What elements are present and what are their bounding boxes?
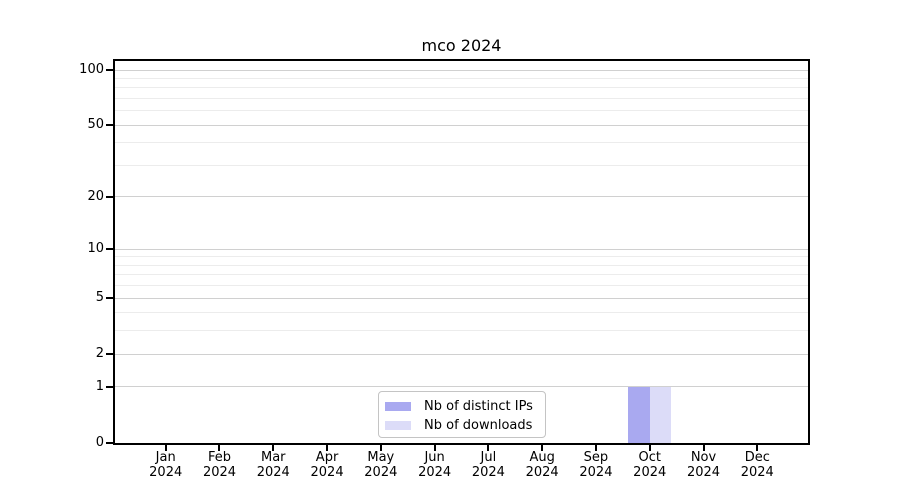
major-gridline-2 bbox=[115, 353, 808, 355]
y-tick-label-10: 10 bbox=[87, 241, 104, 257]
y-tick-label-5: 5 bbox=[95, 290, 104, 306]
x-tick-label-mar: Mar 2024 bbox=[256, 450, 290, 480]
legend-swatch-distinct-ips bbox=[385, 402, 411, 411]
major-gridline-1 bbox=[115, 386, 808, 388]
legend-swatch-downloads bbox=[385, 421, 411, 430]
y-tick-50 bbox=[106, 124, 113, 127]
legend-rows: Nb of distinct IPs Nb of downloads bbox=[379, 397, 545, 435]
y-tick-10 bbox=[106, 248, 113, 251]
x-tick-jan bbox=[164, 445, 167, 451]
x-tick-oct bbox=[648, 445, 651, 451]
bar-oct-downloads bbox=[649, 386, 672, 443]
plot-area bbox=[113, 59, 810, 445]
x-tick-jul bbox=[487, 445, 490, 451]
major-gridline-5 bbox=[115, 297, 808, 299]
y-tick-label-1: 1 bbox=[95, 378, 104, 394]
y-tick-label-100: 100 bbox=[79, 62, 104, 78]
y-tick-label-20: 20 bbox=[87, 188, 104, 204]
x-tick-label-jan: Jan 2024 bbox=[149, 450, 183, 480]
x-tick-label-sep: Sep 2024 bbox=[579, 450, 613, 480]
minor-gridline-4 bbox=[115, 312, 808, 314]
major-gridline-10 bbox=[115, 248, 808, 250]
legend-label-downloads: Nb of downloads bbox=[424, 418, 533, 433]
y-tick-label-50: 50 bbox=[87, 117, 104, 133]
x-tick-apr bbox=[326, 445, 329, 451]
x-tick-dec bbox=[756, 445, 759, 451]
x-tick-label-apr: Apr 2024 bbox=[310, 450, 344, 480]
y-tick-100 bbox=[106, 69, 113, 72]
y-tick-label-2: 2 bbox=[95, 346, 104, 362]
x-tick-may bbox=[379, 445, 382, 451]
chart-title: mco 2024 bbox=[421, 36, 502, 55]
minor-gridline-9 bbox=[115, 256, 808, 258]
x-tick-label-aug: Aug 2024 bbox=[525, 450, 559, 480]
x-tick-label-oct: Oct 2024 bbox=[633, 450, 667, 480]
minor-gridline-8 bbox=[115, 264, 808, 266]
minor-gridline-6 bbox=[115, 285, 808, 287]
x-tick-jun bbox=[433, 445, 436, 451]
y-tick-1 bbox=[106, 385, 113, 388]
minor-gridline-90 bbox=[115, 77, 808, 79]
x-tick-label-jul: Jul 2024 bbox=[471, 450, 505, 480]
x-tick-mar bbox=[272, 445, 275, 451]
x-tick-sep bbox=[594, 445, 597, 451]
minor-gridline-3 bbox=[115, 330, 808, 332]
minor-gridline-30 bbox=[115, 165, 808, 166]
bar-oct-distinct-ips bbox=[628, 386, 650, 443]
x-tick-label-dec: Dec 2024 bbox=[740, 450, 774, 480]
minor-gridline-40 bbox=[115, 142, 808, 144]
minor-gridline-80 bbox=[115, 87, 808, 89]
x-tick-nov bbox=[702, 445, 705, 451]
y-tick-0 bbox=[106, 442, 113, 444]
x-tick-aug bbox=[541, 445, 544, 451]
y-tick-2 bbox=[106, 353, 113, 356]
legend-item-distinct-ips: Nb of distinct IPs bbox=[379, 397, 545, 416]
x-tick-label-feb: Feb 2024 bbox=[202, 450, 237, 480]
major-gridline-20 bbox=[115, 196, 808, 198]
legend-item-downloads: Nb of downloads bbox=[379, 416, 545, 435]
major-gridline-50 bbox=[115, 124, 808, 126]
y-tick-5 bbox=[106, 297, 113, 300]
legend: Nb of distinct IPs Nb of downloads bbox=[378, 391, 546, 438]
y-tick-label-0: 0 bbox=[95, 435, 104, 450]
minor-gridline-70 bbox=[115, 98, 808, 100]
minor-gridline-60 bbox=[115, 110, 808, 112]
x-tick-label-nov: Nov 2024 bbox=[686, 450, 721, 480]
x-tick-label-jun: Jun 2024 bbox=[418, 450, 452, 480]
major-gridline-100 bbox=[115, 69, 808, 71]
x-tick-label-may: May 2024 bbox=[364, 450, 398, 480]
legend-label-distinct-ips: Nb of distinct IPs bbox=[424, 399, 533, 414]
x-tick-feb bbox=[218, 445, 221, 451]
y-tick-20 bbox=[106, 195, 113, 198]
minor-gridline-7 bbox=[115, 274, 808, 276]
